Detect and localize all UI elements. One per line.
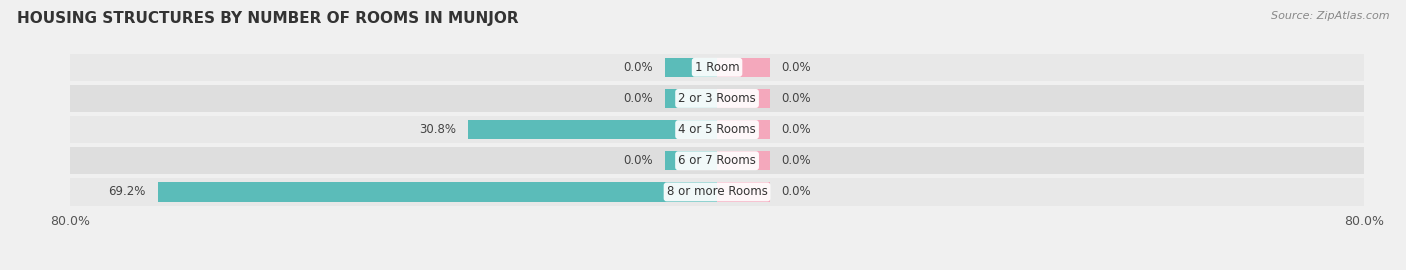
- Text: 30.8%: 30.8%: [419, 123, 456, 136]
- Text: 1 Room: 1 Room: [695, 61, 740, 74]
- Text: 0.0%: 0.0%: [782, 123, 811, 136]
- Bar: [717, 89, 769, 108]
- Text: 4 or 5 Rooms: 4 or 5 Rooms: [678, 123, 756, 136]
- Bar: [70, 116, 1364, 143]
- Bar: [665, 151, 717, 170]
- Text: 0.0%: 0.0%: [623, 154, 652, 167]
- Bar: [665, 58, 717, 77]
- Bar: [70, 178, 1364, 206]
- Text: 69.2%: 69.2%: [108, 185, 145, 198]
- Bar: [717, 151, 769, 170]
- Bar: [717, 120, 769, 139]
- Text: Source: ZipAtlas.com: Source: ZipAtlas.com: [1271, 11, 1389, 21]
- Text: 0.0%: 0.0%: [782, 92, 811, 105]
- Text: 0.0%: 0.0%: [623, 92, 652, 105]
- Bar: [468, 120, 717, 139]
- Text: 0.0%: 0.0%: [782, 61, 811, 74]
- Bar: [717, 182, 769, 202]
- Bar: [717, 58, 769, 77]
- Bar: [70, 85, 1364, 112]
- Text: 0.0%: 0.0%: [782, 185, 811, 198]
- Bar: [157, 182, 717, 202]
- Text: 2 or 3 Rooms: 2 or 3 Rooms: [678, 92, 756, 105]
- Text: 0.0%: 0.0%: [623, 61, 652, 74]
- Text: 0.0%: 0.0%: [782, 154, 811, 167]
- Text: 8 or more Rooms: 8 or more Rooms: [666, 185, 768, 198]
- Text: 6 or 7 Rooms: 6 or 7 Rooms: [678, 154, 756, 167]
- Text: HOUSING STRUCTURES BY NUMBER OF ROOMS IN MUNJOR: HOUSING STRUCTURES BY NUMBER OF ROOMS IN…: [17, 11, 519, 26]
- Bar: [70, 147, 1364, 174]
- Bar: [665, 89, 717, 108]
- Bar: [70, 53, 1364, 81]
